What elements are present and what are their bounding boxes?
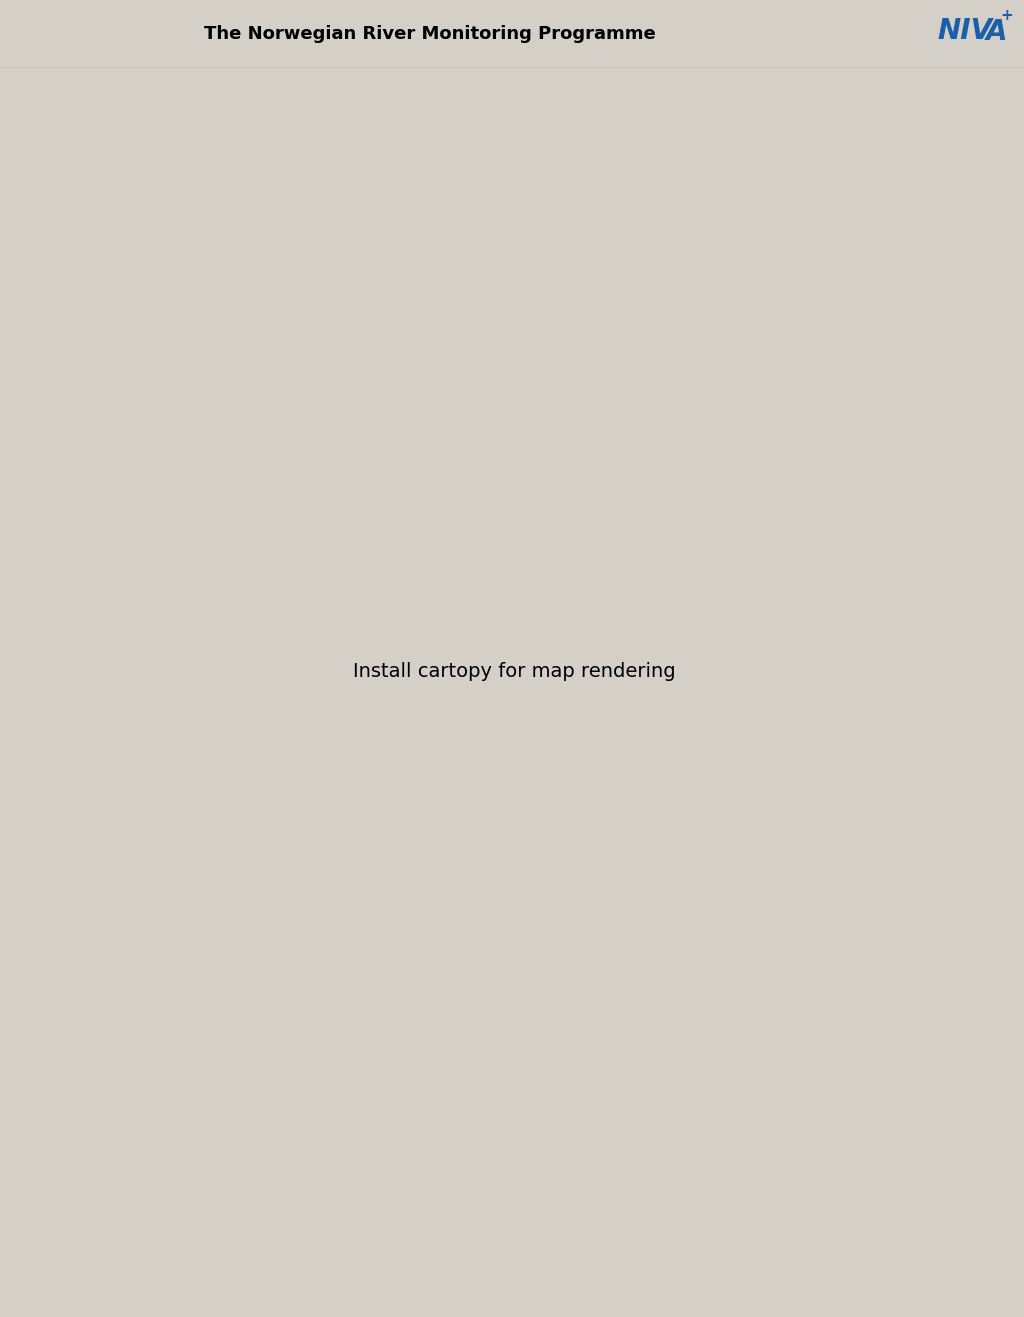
- Text: A: A: [986, 18, 1008, 46]
- Text: NIV: NIV: [937, 17, 992, 45]
- Text: The Norwegian River Monitoring Programme: The Norwegian River Monitoring Programme: [204, 25, 656, 43]
- Text: Install cartopy for map rendering: Install cartopy for map rendering: [353, 662, 676, 681]
- Text: +: +: [1000, 8, 1013, 24]
